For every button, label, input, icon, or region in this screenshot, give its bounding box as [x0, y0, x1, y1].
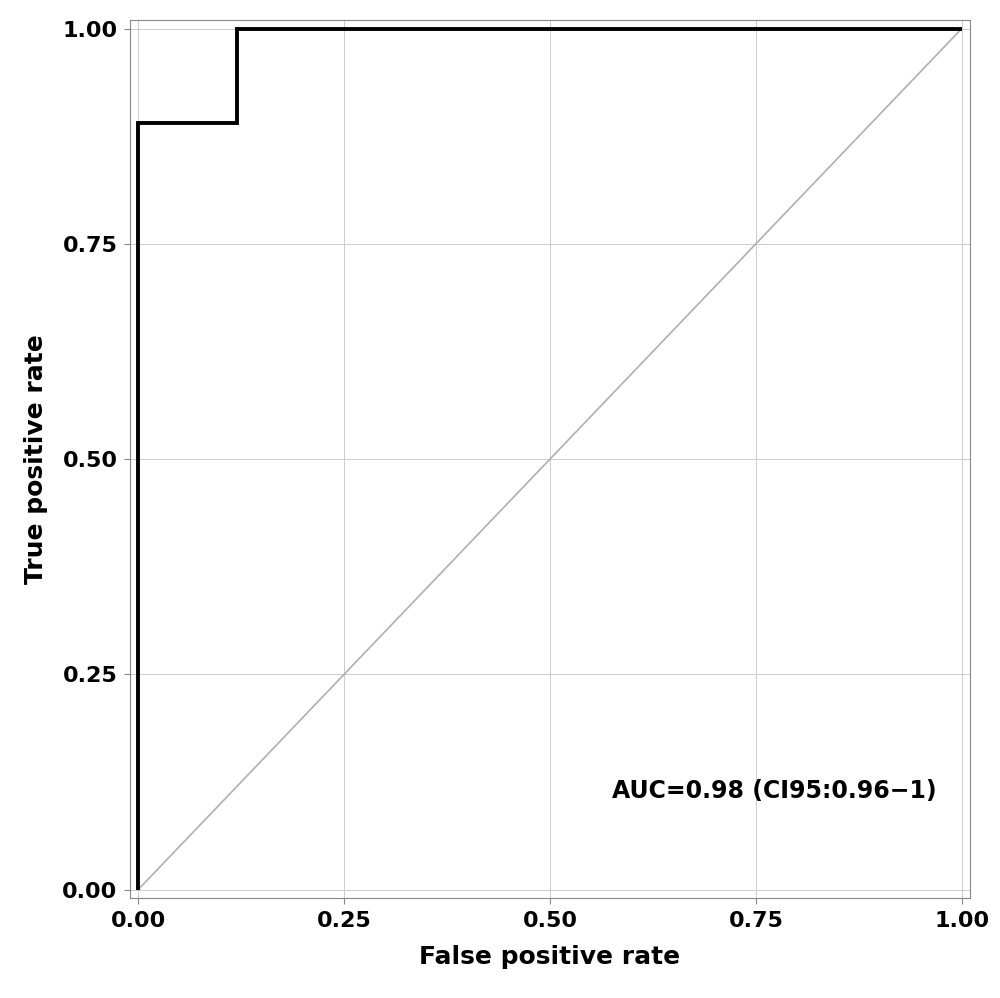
Text: AUC=0.98 (CI95:0.96−1): AUC=0.98 (CI95:0.96−1) — [612, 779, 937, 803]
X-axis label: False positive rate: False positive rate — [419, 944, 681, 969]
Y-axis label: True positive rate: True positive rate — [24, 334, 48, 584]
